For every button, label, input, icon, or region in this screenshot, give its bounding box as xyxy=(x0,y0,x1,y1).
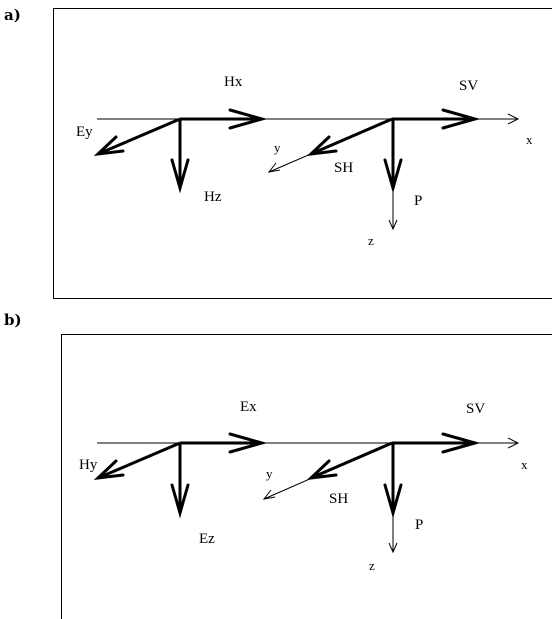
panel-b-label: b) xyxy=(4,311,22,329)
panel-b-frame xyxy=(61,334,552,619)
panel-b-y-axis-label: y xyxy=(266,466,273,481)
panel-b-ez-label: Ez xyxy=(199,531,215,547)
panel-a-ey-arrow xyxy=(93,117,181,157)
panel-a-sv-arrow xyxy=(392,108,481,130)
panel-a-label: a) xyxy=(4,6,21,24)
panel-b-p-arrow xyxy=(383,443,403,519)
panel-a-frame xyxy=(53,8,552,299)
panel-b-x-axis-label: x xyxy=(521,457,528,472)
panel-a-x-axis-label: x xyxy=(526,132,533,147)
panel-a-p-label: P xyxy=(414,193,422,209)
panel-b-hy-arrow xyxy=(93,441,181,481)
panel-a-hz-arrow xyxy=(170,119,190,194)
panel-b-sv-label: SV xyxy=(466,401,485,417)
panel-a-sh-label: SH xyxy=(334,160,353,176)
panel-a-hx-label: Hx xyxy=(224,74,243,90)
panel-a-sv-label: SV xyxy=(459,78,478,94)
panel-a-sh-arrow xyxy=(306,117,393,157)
panel-a-hx-arrow xyxy=(180,108,268,130)
panel-b-z-axis-label: z xyxy=(369,558,375,573)
panel-b-sh-arrow xyxy=(306,441,393,481)
panel-b-ex-arrow xyxy=(180,432,268,454)
panel-b-sh-label: SH xyxy=(329,491,348,507)
panel-a-hz-label: Hz xyxy=(204,189,222,205)
panel-a-ey-label: Ey xyxy=(76,124,93,140)
panel-b-p-label: P xyxy=(415,517,423,533)
panel-a-y-axis-label: y xyxy=(274,140,281,155)
panel-b: b) x Ex Hy Ez SV xyxy=(4,311,552,619)
panel-b-sv-arrow xyxy=(392,432,481,454)
panel-a-p-arrow xyxy=(383,119,403,194)
panel-a: a) x Hx Ey Hz SV xyxy=(4,6,552,299)
panel-b-ez-arrow xyxy=(170,443,190,519)
panel-b-ex-label: Ex xyxy=(240,399,257,415)
panel-a-z-axis-label: z xyxy=(368,233,374,248)
panel-b-hy-label: Hy xyxy=(79,457,98,473)
